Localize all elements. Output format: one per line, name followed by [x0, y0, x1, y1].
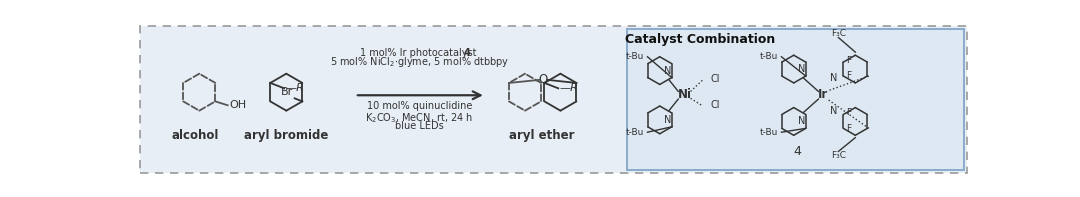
Text: 1 mol% Ir photocatalyst: 1 mol% Ir photocatalyst	[360, 48, 480, 58]
Text: t-Bu: t-Bu	[626, 128, 645, 137]
Text: N: N	[831, 73, 837, 83]
Text: 10 mol% quinuclidine: 10 mol% quinuclidine	[367, 101, 472, 112]
Text: t-Bu: t-Bu	[760, 128, 779, 137]
Text: 4: 4	[793, 145, 800, 158]
FancyBboxPatch shape	[626, 29, 964, 170]
Text: F: F	[846, 109, 851, 117]
Text: O: O	[539, 72, 549, 85]
Text: alcohol: alcohol	[172, 129, 219, 142]
Text: Ni: Ni	[678, 88, 692, 101]
Text: K$_2$CO$_3$, MeCN, rt, 24 h: K$_2$CO$_3$, MeCN, rt, 24 h	[365, 112, 474, 125]
Text: F: F	[846, 124, 851, 133]
Text: t-Bu: t-Bu	[626, 52, 645, 61]
Text: N: N	[664, 115, 671, 125]
Text: F₃C: F₃C	[831, 29, 846, 38]
Text: Ir: Ir	[818, 88, 828, 101]
FancyBboxPatch shape	[140, 26, 967, 173]
Text: Catalyst Combination: Catalyst Combination	[624, 33, 775, 46]
Text: N: N	[798, 64, 805, 74]
Text: N: N	[664, 66, 671, 76]
Text: aryl bromide: aryl bromide	[244, 129, 328, 142]
Text: 5 mol% NiCl$_2$$\cdot$glyme, 5 mol% dtbbpy: 5 mol% NiCl$_2$$\cdot$glyme, 5 mol% dtbb…	[329, 55, 510, 69]
Text: —R: —R	[286, 83, 305, 93]
Text: Cl: Cl	[711, 100, 720, 110]
Text: N: N	[831, 106, 837, 116]
Text: N: N	[798, 116, 805, 126]
Text: —R: —R	[559, 83, 579, 93]
Text: t-Bu: t-Bu	[760, 52, 779, 61]
Text: F: F	[846, 72, 851, 81]
Text: OH: OH	[229, 100, 246, 110]
Text: F₃C: F₃C	[831, 151, 846, 160]
Text: blue LEDs: blue LEDs	[395, 121, 444, 131]
Text: Br: Br	[281, 87, 293, 97]
Text: F: F	[846, 56, 851, 65]
Text: 4: 4	[463, 48, 470, 58]
Text: Cl: Cl	[711, 74, 720, 84]
Text: aryl ether: aryl ether	[509, 129, 575, 142]
